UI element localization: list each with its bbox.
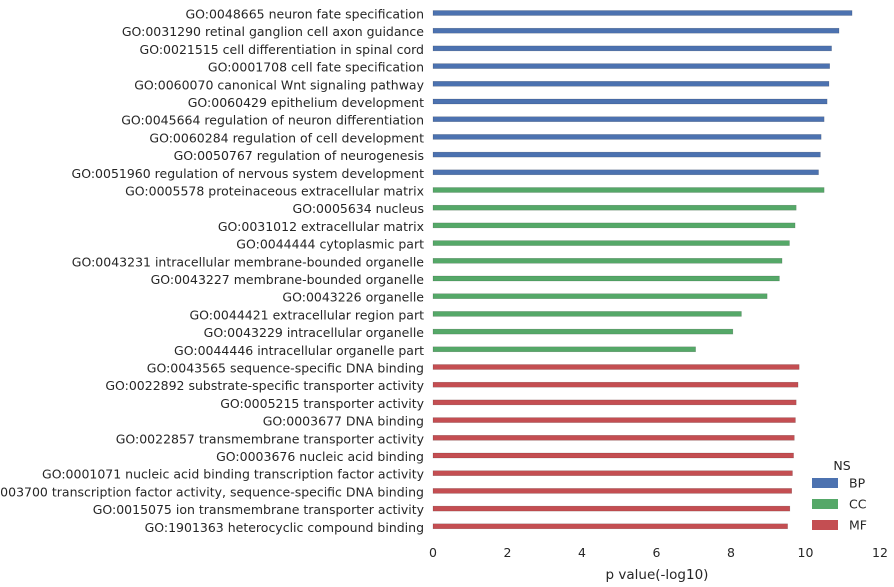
x-tick-label: 10 bbox=[798, 545, 814, 560]
category-label: GO:0060284 regulation of cell developmen… bbox=[149, 130, 424, 145]
legend-swatch-mf bbox=[812, 520, 838, 530]
bar-bp-4 bbox=[432, 81, 830, 87]
category-label: GO:0043227 membrane-bounded organelle bbox=[151, 272, 425, 287]
bar-bp-8 bbox=[432, 151, 821, 158]
bar-cc-6 bbox=[432, 293, 768, 299]
category-label: GO:0031012 extracellular matrix bbox=[218, 219, 424, 234]
bar-cc-7 bbox=[432, 311, 742, 317]
category-label: GO:0031290 retinal ganglion cell axon gu… bbox=[122, 24, 424, 39]
legend-label-bp: BP bbox=[849, 476, 866, 491]
category-label: GO:0003677 DNA binding bbox=[263, 414, 424, 429]
legend-title: NS bbox=[833, 458, 850, 473]
category-label: GO:0060070 canonical Wnt signaling pathw… bbox=[134, 77, 424, 92]
category-label: GO:0005634 nucleus bbox=[293, 201, 424, 216]
category-label: GO:0005578 proteinaceous extracellular m… bbox=[125, 184, 424, 199]
bar-cc-5 bbox=[432, 275, 780, 282]
category-label: GO:0044421 extracellular region part bbox=[189, 307, 424, 322]
category-label: GO:0050767 regulation of neurogenesis bbox=[174, 148, 424, 163]
legend: NS BP CC MF bbox=[812, 458, 867, 533]
bar-cc-3 bbox=[432, 240, 790, 246]
category-label: GO:0044444 cytoplasmic part bbox=[236, 237, 424, 252]
bar-mf-6 bbox=[432, 470, 793, 476]
bar-mf-5 bbox=[432, 452, 794, 459]
x-tick-label: 8 bbox=[727, 545, 735, 560]
bar-bp-2 bbox=[432, 45, 832, 52]
bars-layer bbox=[432, 10, 853, 530]
legend-swatch-cc bbox=[812, 499, 838, 509]
bar-cc-2 bbox=[432, 222, 796, 229]
category-label: GO:0044446 intracellular organelle part bbox=[174, 343, 424, 358]
legend-swatch-bp bbox=[812, 478, 838, 488]
legend-label-mf: MF bbox=[849, 518, 867, 533]
category-label: GO:0043231 intracellular membrane-bounde… bbox=[72, 254, 425, 269]
category-label: GO:0005215 transporter activity bbox=[220, 396, 424, 411]
bar-bp-6 bbox=[432, 116, 825, 122]
bar-mf-0 bbox=[432, 364, 800, 370]
bar-bp-1 bbox=[432, 27, 840, 34]
bar-cc-1 bbox=[432, 204, 797, 211]
bar-cc-0 bbox=[432, 187, 825, 193]
category-label: GO:0003676 nucleic acid binding bbox=[216, 449, 424, 464]
bar-bp-0 bbox=[432, 10, 853, 16]
bar-bp-9 bbox=[432, 169, 819, 176]
category-label: GO:0048665 neuron fate specification bbox=[185, 7, 424, 22]
bar-bp-7 bbox=[432, 134, 822, 140]
bar-mf-7 bbox=[432, 488, 792, 494]
x-tick-label: 6 bbox=[653, 545, 661, 560]
category-label: GO:0001071 nucleic acid binding transcri… bbox=[42, 467, 425, 482]
bar-mf-2 bbox=[432, 399, 797, 406]
bar-mf-4 bbox=[432, 435, 795, 441]
category-label: GO:0060429 epithelium development bbox=[188, 95, 424, 110]
category-label: GO:0001708 cell fate specification bbox=[208, 60, 424, 75]
category-label: GO:0051960 regulation of nervous system … bbox=[72, 166, 425, 181]
bar-bp-5 bbox=[432, 98, 828, 105]
bar-mf-1 bbox=[432, 381, 799, 388]
category-labels: GO:0048665 neuron fate specification GO:0… bbox=[0, 7, 425, 535]
legend-label-cc: CC bbox=[849, 497, 867, 512]
category-label: GO:0045664 regulation of neuron differen… bbox=[121, 113, 424, 128]
bar-mf-8 bbox=[432, 505, 791, 512]
category-label: GO:0003700 transcription factor activity… bbox=[0, 484, 424, 499]
category-label: GO:0043229 intracellular organelle bbox=[204, 325, 425, 340]
bar-bp-3 bbox=[432, 63, 830, 69]
category-label: GO:0022892 substrate-specific transporte… bbox=[105, 378, 424, 393]
x-tick-label: 4 bbox=[578, 545, 586, 560]
category-label: GO:0043565 sequence-specific DNA binding bbox=[147, 361, 424, 376]
legend-entries: BP CC MF bbox=[812, 476, 867, 533]
bar-cc-9 bbox=[432, 346, 696, 353]
bar-mf-9 bbox=[432, 523, 788, 530]
bar-cc-8 bbox=[432, 328, 734, 335]
x-tick-label: 12 bbox=[872, 545, 888, 560]
x-axis-ticks: 0 2 4 6 8 10 12 bbox=[429, 545, 888, 560]
bar-mf-3 bbox=[432, 417, 796, 423]
category-label: GO:0015075 ion transmembrane transporter… bbox=[93, 502, 425, 517]
x-axis-title: p value(-log10) bbox=[606, 567, 709, 583]
x-tick-label: 0 bbox=[429, 545, 437, 560]
bar-cc-4 bbox=[432, 258, 783, 264]
category-label: GO:1901363 heterocyclic compound binding bbox=[145, 520, 424, 535]
x-tick-label: 2 bbox=[504, 545, 512, 560]
category-label: GO:0021515 cell differentiation in spina… bbox=[140, 42, 424, 57]
category-label: GO:0043226 organelle bbox=[282, 290, 424, 305]
category-label: GO:0022857 transmembrane transporter act… bbox=[116, 431, 425, 446]
